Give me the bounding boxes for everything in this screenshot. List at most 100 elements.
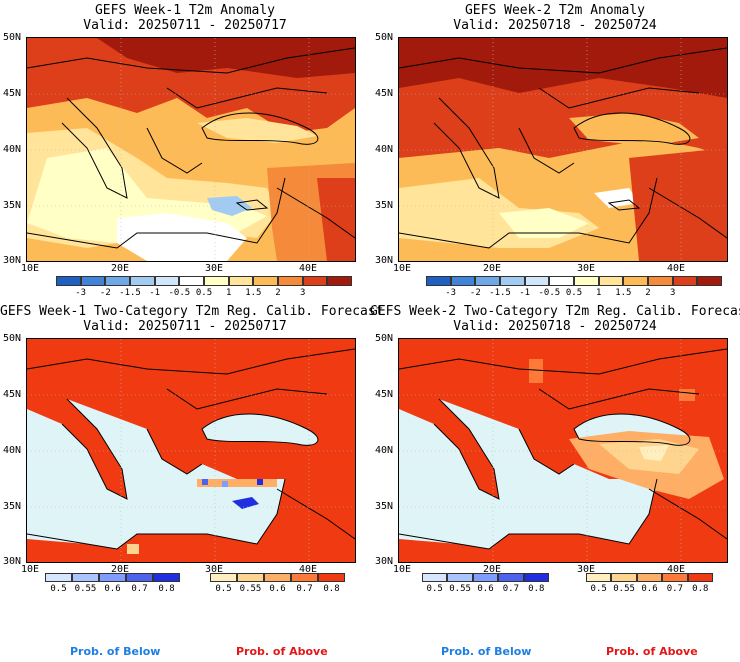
panel-week2-probability: GEFS Week-2 Two-Category T2m Reg. Calib.…: [370, 300, 740, 662]
colorbar-tick-label: -3: [75, 288, 87, 298]
colorbar-cell: [498, 573, 524, 582]
panel-valid-dates: Valid: 20250711 - 20250717: [83, 18, 287, 33]
lat-label-45n: 45N: [3, 88, 22, 99]
colorbar-tick-label: 0.5: [215, 584, 232, 594]
prob-above-colorbar: 0.5 0.55 0.6 0.7 0.8: [210, 573, 345, 594]
colorbar-tick-label: 0.5: [195, 288, 213, 298]
colorbar-tick-label: 3: [669, 288, 676, 298]
colorbar-tick-label: 0.5: [426, 584, 443, 594]
lon-label-20e: 20E: [110, 263, 130, 274]
colorbar-cell: [422, 573, 448, 582]
prob-below-colorbar: 0.5 0.55 0.6 0.7 0.8: [45, 573, 180, 594]
colorbar-cell: [179, 276, 204, 286]
colorbar-cell: [264, 573, 291, 582]
colorbar-tick-label: -1: [519, 288, 531, 298]
colorbar-cell: [475, 276, 500, 286]
colorbar-tick-label: 0.6: [269, 584, 286, 594]
colorbar-cell: [291, 573, 318, 582]
colorbar-cell: [228, 276, 254, 286]
colorbar-tick-label: 2: [275, 288, 281, 298]
panel-valid-dates: Valid: 20250718 - 20250724: [453, 18, 657, 33]
colorbar-cell: [447, 573, 473, 582]
colorbar-tick-label: -3: [445, 288, 457, 298]
colorbar-tick-label: 0.6: [477, 584, 494, 594]
panel-title: GEFS Week-1 T2m Anomaly: [94, 3, 275, 18]
colorbar-cell: [574, 276, 599, 286]
lat-label-40n: 40N: [3, 445, 22, 456]
colorbar-tick-label: 0.6: [104, 584, 121, 594]
colorbar-cell: [598, 276, 624, 286]
lon-label-10e: 10E: [20, 263, 40, 274]
colorbar-tick-label: 1: [595, 288, 602, 298]
anomaly-colorbar: -3 -2 -1.5 -1 -0.5 0.5 1 1.5 2 3: [426, 276, 722, 298]
panel-week1-probability: GEFS Week-1 Two-Category T2m Reg. Calib.…: [0, 300, 384, 662]
lat-label-45n: 45N: [375, 88, 394, 99]
prob-above-label: Prob. of Above: [236, 645, 328, 658]
prob-below-label: Prob. of Below: [441, 645, 532, 658]
prob-below-colorbar: 0.5 0.55 0.6 0.7 0.8: [422, 573, 549, 594]
lat-label-30n: 30N: [375, 556, 394, 567]
colorbar-tick-label: 0.7: [296, 584, 313, 594]
colorbar-tick-label: 0.7: [666, 584, 684, 594]
colorbar-cell: [154, 276, 180, 286]
colorbar-tick-label: 0.7: [131, 584, 148, 594]
prob-above-colorbar: 0.5 0.55 0.6 0.7 0.8: [586, 573, 713, 594]
colorbar-cell: [56, 276, 81, 286]
lon-label-30e: 30E: [576, 263, 596, 274]
colorbar-tick-label: 0.55: [449, 584, 471, 594]
lat-label-50n: 50N: [3, 32, 22, 43]
panel-week2-anomaly: GEFS Week-2 T2m Anomaly Valid: 20250718 …: [370, 0, 740, 300]
colorbar-cell: [662, 573, 688, 582]
colorbar-tick-label: 0.6: [641, 584, 658, 594]
colorbar-tick-label: 0.5: [590, 584, 607, 594]
colorbar-cell: [648, 276, 673, 286]
anomaly-map-week2: [398, 37, 728, 262]
colorbar-cell: [45, 573, 72, 582]
colorbar-tick-label: 0.5: [50, 584, 67, 594]
probability-map-week1: [26, 338, 356, 563]
colorbar-cell: [636, 573, 663, 582]
colorbar-cell: [318, 573, 345, 582]
lon-label-30e: 30E: [204, 564, 224, 575]
lat-label-45n: 45N: [375, 389, 394, 400]
colorbar-cell: [99, 573, 126, 582]
colorbar-tick-label: 3: [299, 288, 306, 298]
colorbar-cell: [472, 573, 499, 582]
colorbar-tick-label: 0.55: [74, 584, 97, 594]
colorbar-tick-label: 0.55: [613, 584, 635, 594]
colorbar-cell: [450, 276, 476, 286]
colorbar-tick-label: 1.5: [245, 288, 262, 298]
colorbar-tick-label: -0.5: [168, 288, 191, 298]
colorbar-cell: [586, 573, 612, 582]
colorbar-tick-label: 0.5: [565, 288, 583, 298]
panel-week1-anomaly: GEFS Week-1 T2m Anomaly Valid: 20250711 …: [0, 0, 370, 300]
colorbar-cell: [253, 276, 278, 286]
colorbar-cell: [327, 276, 352, 286]
colorbar-tick-label: 0.8: [323, 584, 340, 594]
panel-title: GEFS Week-2 Two-Category T2m Reg. Calib.…: [370, 304, 740, 319]
colorbar-cell: [105, 276, 130, 286]
lat-label-35n: 35N: [375, 200, 394, 211]
lon-label-20e: 20E: [110, 564, 130, 575]
lon-label-40e: 40E: [298, 564, 318, 575]
colorbar-tick-label: -2: [99, 288, 111, 298]
lon-label-30e: 30E: [204, 263, 224, 274]
colorbar-tick-label: 1.5: [615, 288, 632, 298]
colorbar-tick-label: 0.8: [158, 584, 175, 594]
colorbar-tick-label: -0.5: [538, 288, 561, 298]
lat-label-30n: 30N: [3, 255, 22, 266]
colorbar-tick-label: 0.8: [528, 584, 545, 594]
colorbar-cell: [302, 276, 328, 286]
lon-label-40e: 40E: [666, 564, 686, 575]
lat-label-30n: 30N: [3, 556, 22, 567]
colorbar-tick-label: -1.5: [119, 288, 141, 298]
colorbar-cell: [611, 573, 637, 582]
colorbar-tick-label: 2: [645, 288, 651, 298]
colorbar-cell: [672, 276, 698, 286]
colorbar-cell: [623, 276, 648, 286]
colorbar-cell: [697, 276, 722, 286]
lat-label-45n: 45N: [3, 389, 22, 400]
lon-label-40e: 40E: [298, 263, 318, 274]
colorbar-tick-label: 0.7: [502, 584, 520, 594]
colorbar-tick-label: -2: [469, 288, 481, 298]
